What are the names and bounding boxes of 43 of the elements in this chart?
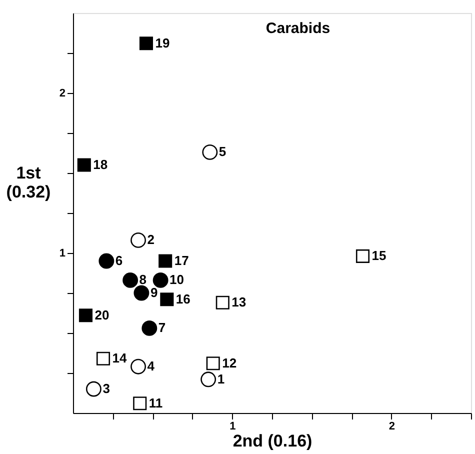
annotation: 18 xyxy=(93,157,108,172)
annotation: 10 xyxy=(170,272,184,288)
annotation: 19 xyxy=(155,35,170,50)
annotation: 8 xyxy=(139,272,147,288)
x-axis-title: 2nd (0.16) xyxy=(232,432,312,450)
annotation: 6 xyxy=(115,253,123,268)
annotation: 17 xyxy=(174,253,189,268)
annotation: 16 xyxy=(176,291,190,306)
annotation: 3 xyxy=(102,381,110,396)
annotation: 15 xyxy=(372,248,386,264)
annotation: 11 xyxy=(148,395,163,410)
point xyxy=(139,36,154,50)
annotation: 2 xyxy=(147,232,155,248)
annotation: 1 xyxy=(217,371,225,386)
point xyxy=(98,253,114,269)
point xyxy=(77,158,91,172)
point xyxy=(96,352,110,366)
y-axis-title: 1st (0.32) xyxy=(6,164,51,202)
annotation: 5 xyxy=(218,144,226,160)
point xyxy=(152,272,168,288)
annotation: 12 xyxy=(222,355,237,370)
point xyxy=(122,272,138,288)
chart-title: Carabids xyxy=(266,20,330,37)
annotation: 4 xyxy=(147,358,156,374)
point xyxy=(78,308,93,322)
point xyxy=(133,396,147,410)
annotation: 7 xyxy=(158,320,166,336)
annotation: 9 xyxy=(150,285,158,300)
point xyxy=(86,381,102,397)
point xyxy=(130,358,146,374)
annotation: 13 xyxy=(232,294,246,310)
point xyxy=(160,292,174,306)
point xyxy=(356,249,370,263)
point xyxy=(202,144,218,160)
point xyxy=(158,254,172,268)
point xyxy=(142,320,158,336)
annotation: 20 xyxy=(94,307,110,322)
point xyxy=(130,232,146,248)
point xyxy=(206,356,220,370)
annotation: 14 xyxy=(112,350,128,366)
point xyxy=(134,285,150,301)
point xyxy=(216,296,230,310)
point xyxy=(200,372,216,388)
